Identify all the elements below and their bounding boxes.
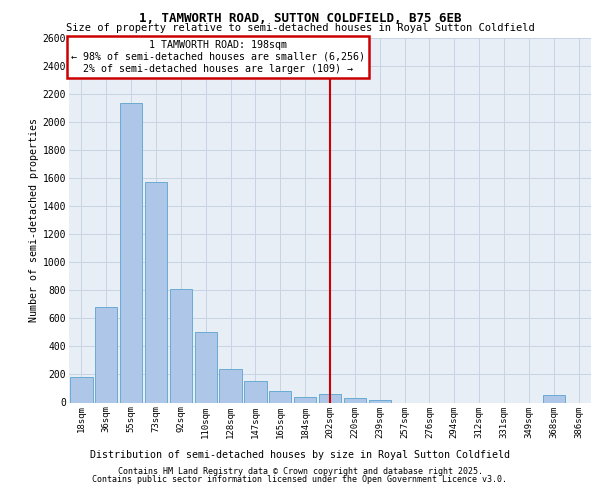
Bar (170, 289, 192, 403)
Text: 1 TAMWORTH ROAD: 198sqm
← 98% of semi-detached houses are smaller (6,256)
2% of : 1 TAMWORTH ROAD: 198sqm ← 98% of semi-de… (71, 40, 365, 74)
Bar (294, 397, 316, 402)
Bar (319, 394, 341, 402)
Bar (95, 307, 118, 402)
Text: Contains public sector information licensed under the Open Government Licence v3: Contains public sector information licen… (92, 475, 508, 484)
Bar (344, 398, 366, 402)
Bar (244, 382, 266, 402)
Y-axis label: Number of semi-detached properties: Number of semi-detached properties (29, 118, 38, 322)
Text: Distribution of semi-detached houses by size in Royal Sutton Coldfield: Distribution of semi-detached houses by … (90, 450, 510, 460)
Bar (70, 377, 92, 402)
Bar (120, 104, 142, 403)
Bar (368, 400, 391, 402)
Text: 1, TAMWORTH ROAD, SUTTON COLDFIELD, B75 6EB: 1, TAMWORTH ROAD, SUTTON COLDFIELD, B75 … (139, 12, 461, 25)
Bar (194, 332, 217, 402)
Text: Contains HM Land Registry data © Crown copyright and database right 2025.: Contains HM Land Registry data © Crown c… (118, 467, 482, 476)
Bar (220, 369, 242, 402)
Text: Size of property relative to semi-detached houses in Royal Sutton Coldfield: Size of property relative to semi-detach… (65, 23, 535, 33)
Bar (269, 392, 292, 402)
Bar (145, 182, 167, 402)
Bar (542, 396, 565, 402)
